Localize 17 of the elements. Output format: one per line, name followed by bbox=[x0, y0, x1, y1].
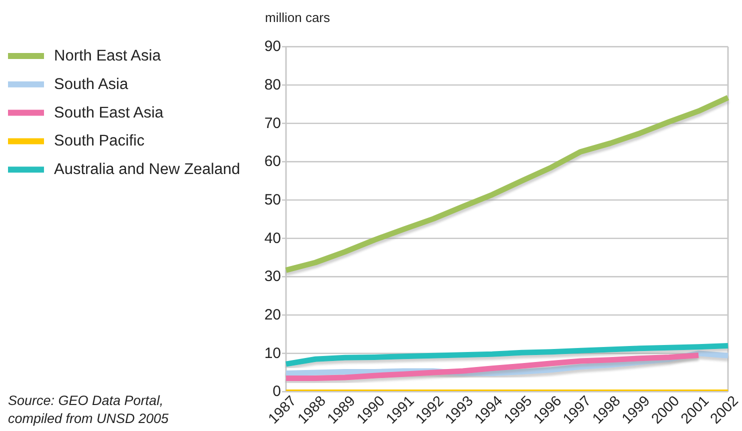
legend-label: South East Asia bbox=[54, 104, 164, 122]
y-tick-label: 60 bbox=[264, 153, 281, 170]
legend-label: North East Asia bbox=[54, 48, 162, 64]
legend-label: South Pacific bbox=[54, 132, 145, 150]
y-tick-label: 10 bbox=[264, 344, 281, 362]
y-tick-label: 0 bbox=[272, 383, 281, 400]
y-tick-label: 80 bbox=[264, 76, 281, 94]
source-note: Source: GEO Data Portal, compiled from UNSD 2005 bbox=[8, 393, 170, 426]
y-axis-title: million cars bbox=[265, 10, 331, 25]
y-tick-label: 20 bbox=[264, 306, 281, 324]
y-tick-label: 30 bbox=[264, 268, 281, 286]
legend-label: South Asia bbox=[54, 76, 128, 93]
y-tick-label: 50 bbox=[264, 192, 281, 209]
y-tick-label: 70 bbox=[264, 114, 281, 132]
y-tick-label: 40 bbox=[264, 230, 281, 247]
legend-label: Australia and New Zealand bbox=[54, 161, 240, 178]
y-tick-label: 90 bbox=[264, 38, 281, 56]
